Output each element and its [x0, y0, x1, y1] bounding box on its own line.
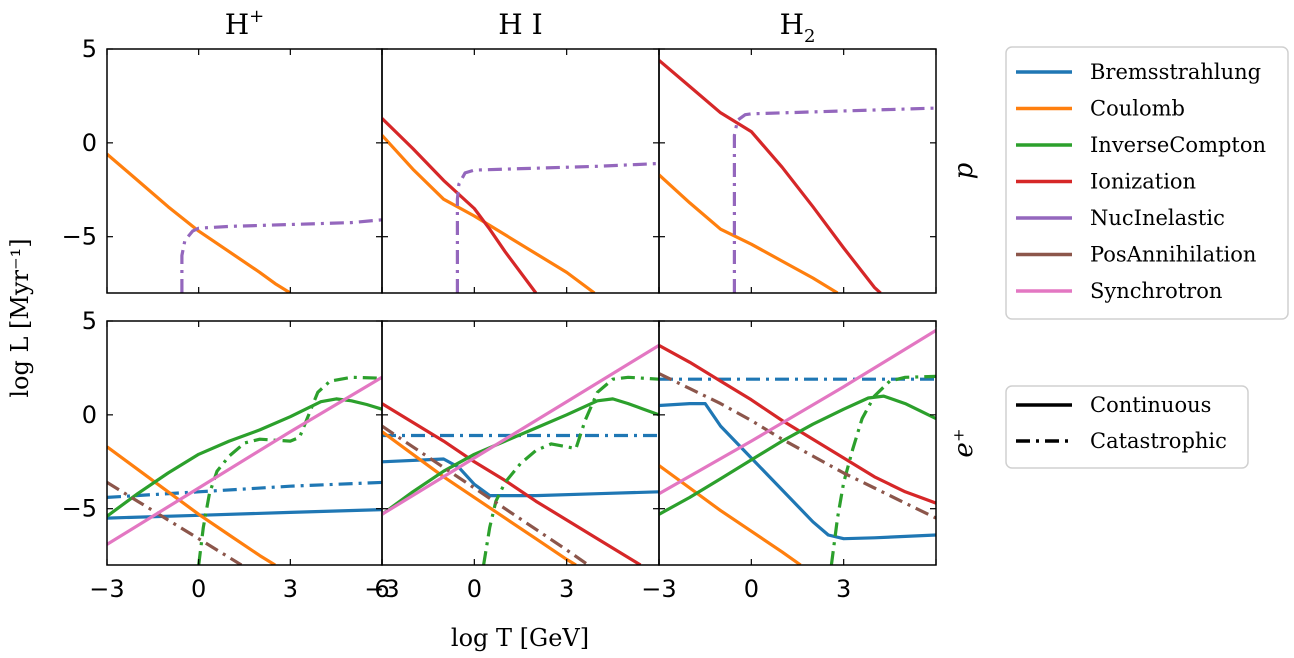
series-posannihilation-catastrophic — [382, 424, 590, 565]
y-tick-label: 0 — [82, 129, 97, 157]
series-coulomb-continuous — [382, 430, 577, 565]
series-ionization-continuous — [382, 402, 642, 565]
series-ionization-continuous — [659, 343, 936, 505]
series-nucinelastic-catastrophic — [455, 161, 659, 293]
legend-label-coulomb: Coulomb — [1090, 97, 1185, 121]
x-tick-label: 3 — [559, 575, 574, 603]
panel-e-Hplus — [106, 320, 383, 566]
x-tick-label: 0 — [744, 575, 759, 603]
y-tick-label: 5 — [82, 307, 97, 335]
legend-processes: Bremsstrahlung Coulomb InverseCompton Ioniz… — [1005, 46, 1289, 320]
x-tick-label: 6 — [374, 575, 389, 603]
legend-label-bremsstrahlung: Bremsstrahlung — [1090, 60, 1261, 84]
series-inversecompton-catastrophic — [829, 374, 936, 565]
y-tick-label: −5 — [62, 223, 97, 251]
series-bremsstrahlung-continuous — [107, 508, 382, 520]
x-axis-label: log T [GeV] — [451, 624, 589, 652]
series-group — [382, 344, 659, 565]
series-group — [659, 329, 936, 565]
panel-e-H2 — [658, 320, 937, 566]
legend-label-continuous: Continuous — [1090, 393, 1211, 417]
legend-label-posannihilation: PosAnnihilation — [1090, 243, 1256, 267]
panel-p-Hplus — [106, 48, 383, 294]
series-group — [659, 59, 936, 293]
legend-label-inversecompton: InverseCompton — [1090, 133, 1266, 157]
panel-frame — [381, 48, 660, 294]
series-group — [107, 375, 382, 565]
panel-e-HI — [381, 320, 660, 566]
x-tick-label: 0 — [191, 575, 206, 603]
panel-p-H2 — [658, 48, 937, 294]
legend-processes-frame — [1005, 46, 1289, 320]
panel-p-HI — [381, 48, 660, 294]
legend-styles: Continuous Catastrophic — [1005, 385, 1249, 469]
column-title-H2: H2 — [780, 8, 816, 47]
column-title-Hplus: H+ — [225, 6, 265, 41]
panel-frame — [658, 48, 937, 294]
legend-label-nucinelastic: NucInelastic — [1090, 206, 1225, 230]
series-synchrotron-continuous — [382, 344, 659, 516]
series-coulomb-continuous — [107, 152, 292, 293]
row-label-e: e⁺ — [949, 428, 979, 457]
series-inversecompton-continuous — [659, 394, 936, 516]
x-tick-label: 0 — [467, 575, 482, 603]
panel-frame — [106, 48, 383, 294]
series-inversecompton-continuous — [107, 397, 382, 518]
series-synchrotron-continuous — [659, 329, 936, 496]
column-title-HI: H I — [498, 8, 542, 41]
series-coulomb-continuous — [107, 445, 276, 565]
series-coulomb-continuous — [382, 134, 596, 293]
y-tick-label: −5 — [62, 495, 97, 523]
series-inversecompton-catastrophic — [482, 375, 659, 565]
x-tick-label: −3 — [89, 575, 124, 603]
series-coulomb-continuous — [659, 173, 839, 293]
series-posannihilation-catastrophic — [107, 481, 243, 565]
tick-labels: −505−505−3 0 3 6−3 0 3 −3 0 3 — [62, 35, 852, 603]
x-tick-label: 3 — [836, 575, 851, 603]
row-labels: p e⁺ — [949, 162, 979, 457]
series-nucinelastic-catastrophic — [732, 106, 936, 293]
series-inversecompton-continuous — [382, 397, 659, 516]
series-bremsstrahlung-catastrophic — [107, 480, 382, 499]
x-tick-label: −3 — [364, 575, 399, 603]
series-coulomb-continuous — [659, 464, 802, 565]
legend-label-synchrotron: Synchrotron — [1090, 279, 1222, 303]
legend-label-catastrophic: Catastrophic — [1090, 429, 1227, 453]
series-bremsstrahlung-continuous — [659, 402, 936, 541]
x-tick-label: −3 — [641, 575, 676, 603]
series-group — [382, 117, 659, 293]
y-tick-label: 5 — [82, 35, 97, 63]
x-tick-label: 3 — [283, 575, 298, 603]
series-posannihilation-catastrophic — [659, 372, 936, 520]
y-axis-label: log L [Myr⁻¹] — [6, 238, 34, 397]
row-label-p: p — [949, 162, 979, 179]
panel-grid — [106, 48, 937, 566]
series-synchrotron-continuous — [107, 375, 382, 546]
y-tick-label: 0 — [82, 401, 97, 429]
series-ionization-continuous — [659, 59, 882, 293]
panel-frame — [658, 320, 937, 566]
series-group — [107, 152, 382, 293]
series-ionization-continuous — [382, 117, 538, 293]
series-bremsstrahlung-continuous — [382, 457, 659, 498]
series-nucinelastic-catastrophic — [180, 218, 382, 293]
panel-frame — [106, 320, 383, 566]
column-titles: H+ H I H2 — [225, 6, 816, 47]
legend-label-ionization: Ionization — [1090, 170, 1196, 194]
